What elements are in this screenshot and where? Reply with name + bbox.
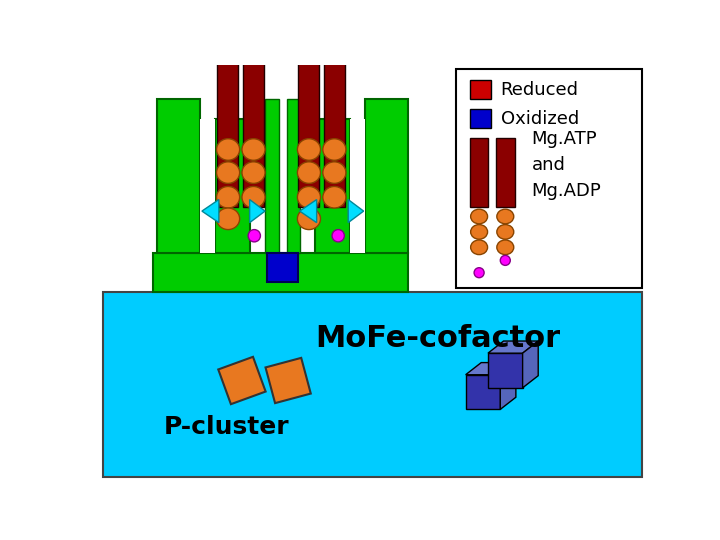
Ellipse shape	[242, 139, 265, 160]
Ellipse shape	[242, 162, 265, 184]
Ellipse shape	[323, 186, 346, 208]
Bar	[470, 80, 492, 99]
Bar	[365, 99, 408, 253]
Bar	[350, 119, 365, 253]
Bar	[466, 375, 500, 409]
Ellipse shape	[323, 139, 346, 160]
Ellipse shape	[471, 209, 487, 224]
Ellipse shape	[497, 209, 514, 224]
Ellipse shape	[248, 230, 261, 242]
Text: Reduced: Reduced	[500, 81, 579, 99]
Ellipse shape	[500, 255, 510, 265]
Bar	[496, 138, 515, 207]
Ellipse shape	[217, 139, 240, 160]
Ellipse shape	[497, 240, 514, 254]
Polygon shape	[202, 200, 219, 222]
Bar	[104, 292, 642, 477]
Bar	[153, 253, 408, 292]
Ellipse shape	[332, 230, 344, 242]
Ellipse shape	[497, 225, 514, 239]
Polygon shape	[523, 341, 539, 388]
Ellipse shape	[471, 240, 487, 254]
Bar	[267, 253, 298, 282]
Ellipse shape	[297, 208, 320, 230]
Text: P-cluster: P-cluster	[163, 415, 289, 438]
Polygon shape	[466, 362, 516, 375]
Bar	[265, 99, 279, 253]
Bar	[298, 42, 319, 207]
Bar	[456, 69, 642, 288]
Ellipse shape	[217, 162, 240, 184]
Polygon shape	[348, 200, 364, 222]
Bar	[243, 45, 264, 207]
Bar	[488, 353, 523, 388]
Polygon shape	[488, 341, 539, 353]
Text: MoFe-cofactor: MoFe-cofactor	[316, 323, 561, 353]
Bar	[324, 45, 345, 207]
Ellipse shape	[474, 268, 484, 278]
Polygon shape	[168, 253, 396, 292]
Bar	[470, 109, 492, 128]
Ellipse shape	[297, 139, 320, 160]
Bar	[215, 119, 250, 253]
Polygon shape	[500, 362, 516, 409]
Polygon shape	[300, 200, 317, 222]
Polygon shape	[250, 200, 265, 222]
Polygon shape	[218, 357, 266, 404]
Bar	[199, 119, 215, 253]
Ellipse shape	[471, 225, 487, 239]
Bar	[287, 99, 300, 253]
Bar	[217, 42, 238, 207]
Bar	[157, 99, 199, 253]
Text: Mg.ATP
and
Mg.ADP: Mg.ATP and Mg.ADP	[531, 130, 601, 200]
Ellipse shape	[323, 162, 346, 184]
Bar	[315, 119, 350, 253]
Ellipse shape	[217, 186, 240, 208]
Polygon shape	[266, 358, 311, 403]
Ellipse shape	[242, 186, 265, 208]
Text: Oxidized: Oxidized	[500, 110, 579, 127]
Ellipse shape	[297, 186, 320, 208]
Ellipse shape	[297, 162, 320, 184]
Ellipse shape	[217, 208, 240, 230]
Bar	[470, 138, 488, 207]
